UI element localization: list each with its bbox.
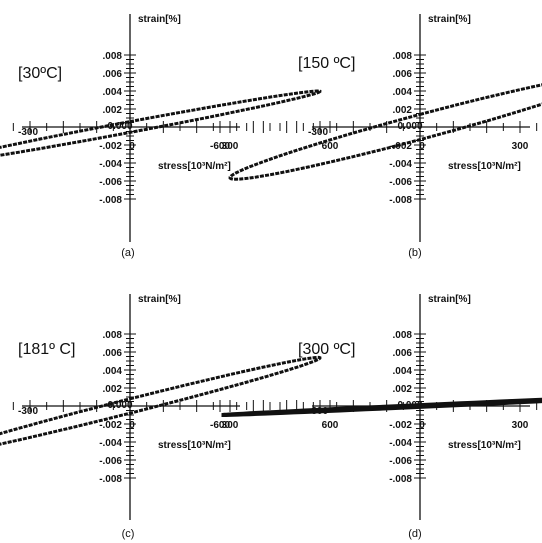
- hysteresis-loop: [0, 89, 322, 157]
- y-tick-label: -.006: [389, 177, 412, 188]
- y-axis-label: strain[%]: [428, 294, 471, 305]
- hysteresis-loop: [221, 397, 542, 417]
- x-tick-label: 0: [419, 420, 425, 431]
- y-tick-label: .008: [103, 330, 123, 341]
- y-tick-label: -.004: [389, 159, 412, 170]
- temperature-label: [300 ºC]: [298, 341, 355, 358]
- temperature-label: [150 ºC]: [298, 55, 355, 72]
- y-tick-label: -.004: [99, 159, 122, 170]
- hysteresis-loop: [0, 355, 322, 446]
- temperature-label: [181º C]: [18, 341, 75, 358]
- y-tick-label: .004: [393, 366, 413, 377]
- y-tick-label: -.002: [99, 420, 122, 431]
- y-tick-label: -.006: [389, 456, 412, 467]
- x-tick-label: 0: [129, 420, 135, 431]
- y-tick-label: -.008: [99, 474, 122, 485]
- y-tick-label: -.006: [99, 177, 122, 188]
- y-tick-label: -.004: [389, 438, 412, 449]
- x-tick-label: 600: [322, 420, 339, 431]
- x-axis-label: stress[10³N/m²]: [448, 440, 521, 451]
- y-tick-label: -.008: [99, 195, 122, 206]
- panel-a: -600 -300 0 300 600 .008 .006 .004 .002 0.000 -.00…: [0, 14, 339, 259]
- x-tick-label: -600: [210, 420, 230, 431]
- y-tick-label: .006: [393, 348, 413, 359]
- y-tick-label: -.006: [99, 456, 122, 467]
- y-tick-label: .006: [393, 69, 413, 80]
- panel-caption: (d): [408, 528, 421, 540]
- y-axis-label: strain[%]: [138, 294, 181, 305]
- y-axis-label: strain[%]: [428, 14, 471, 25]
- y-tick-label: -.008: [389, 195, 412, 206]
- y-tick-label: .004: [103, 366, 123, 377]
- y-tick-label: -.004: [99, 438, 122, 449]
- panel-b: -600 -300 0 300 600 .008 .006 .004 .002 0.000 -.00…: [210, 14, 542, 259]
- temperature-label: [30ºC]: [18, 65, 62, 82]
- x-tick-label: -300: [18, 127, 38, 138]
- x-tick-label: -600: [210, 141, 230, 152]
- y-tick-label: -.002: [99, 141, 122, 152]
- x-axis-label: stress[10³N/m²]: [158, 161, 231, 172]
- x-tick-label: 300: [512, 420, 529, 431]
- y-tick-label: .002: [393, 384, 413, 395]
- y-axis-label: strain[%]: [138, 14, 181, 25]
- y-tick-label: .008: [393, 51, 413, 62]
- x-axis-label: stress[10³N/m²]: [448, 161, 521, 172]
- hysteresis-loop: [228, 83, 542, 181]
- y-tick-label: .002: [103, 105, 123, 116]
- panel-caption: (a): [121, 247, 134, 259]
- panel-caption: (b): [408, 247, 421, 259]
- x-tick-label: 300: [222, 141, 239, 152]
- y-tick-label: 0.000: [397, 121, 422, 132]
- y-tick-label: .008: [393, 330, 413, 341]
- y-tick-label: 0.000: [107, 400, 132, 411]
- panel-c: -600 -300 0 300 600 .008 .006 .004 .002 0.000 -.00…: [0, 294, 339, 540]
- x-tick-label: -300: [18, 406, 38, 417]
- y-tick-label: .004: [103, 87, 123, 98]
- y-tick-label: 0.000: [107, 121, 132, 132]
- x-tick-label: 300: [512, 141, 529, 152]
- y-tick-label: -.008: [389, 474, 412, 485]
- panel-caption: (c): [122, 528, 135, 540]
- y-tick-label: -.002: [389, 420, 412, 431]
- x-tick-label: 0: [419, 141, 425, 152]
- x-tick-label: 0: [129, 141, 135, 152]
- y-tick-label: .006: [103, 348, 123, 359]
- y-tick-label: -.002: [389, 141, 412, 152]
- panel-d: -600-3000300600.008.006.004.0020.000-.00…: [210, 294, 542, 540]
- y-tick-label: .008: [103, 51, 123, 62]
- x-tick-label: 300: [222, 420, 239, 431]
- y-tick-label: .002: [103, 384, 123, 395]
- x-axis-label: stress[10³N/m²]: [158, 440, 231, 451]
- x-tick-label: 600: [322, 141, 339, 152]
- x-tick-label: -300: [308, 127, 328, 138]
- y-tick-label: .004: [393, 87, 413, 98]
- y-tick-label: .006: [103, 69, 123, 80]
- y-tick-label: .002: [393, 105, 413, 116]
